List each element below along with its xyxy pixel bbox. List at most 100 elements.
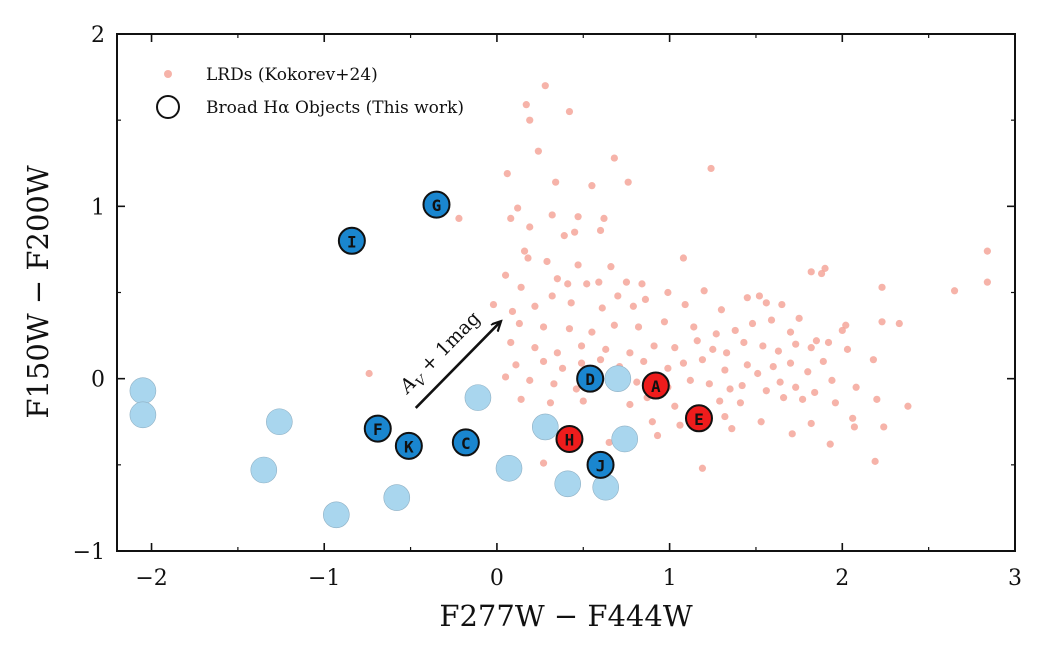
lrd-point [707, 164, 715, 173]
lrd-point [548, 211, 556, 219]
lrd-point [807, 344, 815, 352]
lrd-point [774, 347, 783, 355]
lrd-point [792, 383, 800, 391]
lrd-point [843, 345, 852, 353]
y-axis-label: F150W − F200W [21, 165, 55, 418]
lrd-point [676, 421, 684, 429]
lrd-point [633, 378, 641, 386]
lrd-point [515, 319, 523, 328]
lrd-point [526, 376, 534, 384]
lrd-point [807, 419, 815, 428]
legend-label-lrd: LRDs (Kokorev+24) [206, 65, 378, 85]
lrd-point [607, 263, 615, 271]
object-label: C [461, 434, 471, 453]
lrd-point [798, 395, 807, 403]
lrd-point [717, 306, 726, 314]
object-label: F [373, 420, 383, 439]
lrd-point [534, 147, 542, 155]
lrd-point [804, 368, 812, 376]
lrd-point [776, 378, 784, 386]
x-tick-label: 2 [835, 566, 849, 591]
lrd-point [567, 299, 575, 307]
lrd-points [365, 82, 991, 472]
lrd-point [543, 257, 551, 266]
object-J: J [586, 450, 615, 479]
lrd-point [602, 345, 610, 353]
lrd-point [762, 299, 770, 307]
lrd-point [679, 359, 688, 367]
x-tick-label: 1 [663, 566, 677, 591]
arrow-label-suffix: + 1mag [412, 307, 485, 381]
lrd-point [572, 385, 580, 393]
lrd-point [565, 325, 574, 333]
lrd-point [721, 412, 729, 421]
lrd-point [595, 278, 603, 286]
lrd-point [577, 342, 586, 350]
lrd-point [743, 294, 751, 302]
extinction-arrow [414, 322, 501, 409]
lrd-point [571, 228, 579, 236]
lrd-point [671, 402, 679, 410]
lrd-point [574, 261, 582, 269]
lrd-point [526, 116, 534, 124]
lrd-point [831, 399, 840, 407]
object-label: E [694, 410, 704, 429]
object-marker [684, 404, 713, 433]
lrd-point [852, 383, 860, 391]
lrd-point [762, 387, 770, 395]
object-label: K [404, 437, 414, 456]
lrd-point [522, 101, 530, 109]
lrd-point [681, 300, 689, 309]
lrd-point [759, 342, 767, 350]
lrd-point [600, 214, 608, 222]
lrd-point [583, 280, 591, 288]
lrd-point [553, 349, 561, 357]
lrd-point [560, 232, 568, 240]
legend: LRDs (Kokorev+24) Broad Hα Objects (This… [156, 65, 464, 119]
object-H: H [555, 424, 584, 453]
y-axis-ticks: −1 0 1 2 [73, 23, 1015, 565]
lrd-point [531, 344, 539, 352]
light-blue-point [611, 425, 639, 453]
lrd-point [629, 302, 637, 310]
lrd-point [640, 357, 648, 366]
lrd-point [786, 359, 795, 367]
lrd-point [983, 247, 991, 255]
object-marker [363, 414, 392, 443]
lrd-point [788, 430, 796, 438]
lrd-point [895, 319, 903, 328]
lrd-point [507, 338, 515, 347]
x-axis-ticks: −2 −1 0 1 2 3 [135, 34, 1022, 591]
lrd-point [738, 381, 746, 390]
lrd-point [754, 369, 762, 378]
lrd-point [588, 182, 596, 190]
lrd-point [811, 388, 819, 397]
lrd-point [743, 361, 751, 369]
lrd-point [526, 223, 534, 231]
lrd-point [548, 292, 556, 300]
lrd-point [638, 280, 646, 288]
lrd-point [546, 399, 555, 407]
lrd-point [698, 356, 707, 364]
lrd-point [664, 364, 672, 372]
object-F: F [363, 414, 392, 443]
object-marker [394, 431, 423, 460]
lrd-point [792, 340, 800, 348]
lrd-point [524, 254, 532, 262]
lrd-point [671, 344, 679, 352]
object-label: D [585, 370, 595, 389]
x-tick-label: 0 [490, 566, 504, 591]
lrd-point [723, 349, 731, 357]
lrd-point [755, 292, 764, 300]
lrd-point [558, 364, 567, 372]
object-marker [337, 226, 366, 255]
light-blue-point [495, 454, 523, 482]
lrd-point [828, 376, 836, 384]
lrd-point [740, 338, 748, 347]
light-blue-point [464, 384, 492, 411]
light-blue-point [604, 365, 632, 392]
lrd-point [605, 438, 613, 447]
lrd-point [531, 302, 539, 310]
x-tick-label: −1 [308, 566, 340, 591]
lrd-point [539, 323, 548, 331]
